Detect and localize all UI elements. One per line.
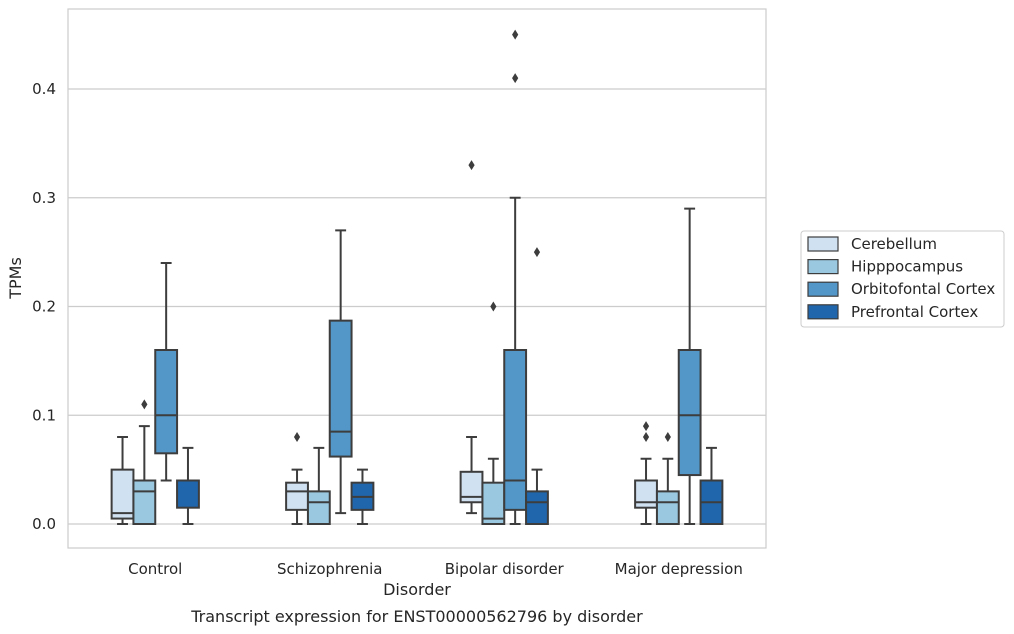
- box-body: [176, 479, 200, 509]
- legend-swatch: [807, 259, 839, 275]
- box-group: [459, 160, 484, 515]
- legend-swatch: [807, 236, 839, 252]
- legend: Cerebellum Hipppocampus Orbitofontal Corte…: [800, 230, 1005, 328]
- y-tick-label: 0.2: [32, 298, 56, 316]
- y-tick-labels: 0.0 0.1 0.2 0.3 0.4: [32, 80, 56, 533]
- outlier-point: [468, 160, 475, 171]
- outlier-point: [664, 432, 671, 442]
- x-axis-label: Disorder: [383, 580, 451, 599]
- y-tick-label: 0.1: [32, 406, 56, 424]
- x-tick-labels: Control Schizophrenia Bipolar disorder Majo…: [128, 560, 743, 578]
- outlier-point: [642, 432, 650, 442]
- x-tick-label: Major depression: [615, 560, 743, 578]
- box-body: [503, 349, 528, 511]
- legend-label: Hipppocampus: [851, 258, 963, 276]
- outlier-point: [642, 421, 650, 432]
- box-body: [132, 479, 157, 525]
- box-body: [306, 490, 331, 525]
- box-group: [110, 436, 135, 525]
- box-group: [634, 421, 658, 525]
- legend-frame: [800, 230, 1005, 328]
- box-body: [677, 349, 702, 477]
- box-group: [154, 262, 179, 482]
- y-tick-label: 0.0: [32, 515, 56, 533]
- box-group: [655, 432, 680, 525]
- outlier-point: [512, 73, 519, 84]
- outlier-point: [533, 247, 541, 258]
- box-group: [525, 247, 549, 525]
- box-group: [481, 301, 506, 525]
- box-group: [285, 432, 309, 525]
- box-group: [132, 399, 157, 525]
- y-tick-label: 0.4: [32, 80, 56, 98]
- box-group: [350, 468, 375, 525]
- outlier-point: [490, 301, 497, 312]
- y-gridlines: [68, 88, 766, 525]
- box-body: [154, 349, 179, 455]
- legend-swatch: [807, 304, 839, 320]
- outlier-point: [141, 399, 148, 410]
- x-tick-label: Bipolar disorder: [445, 560, 565, 578]
- legend-label: Cerebellum: [851, 235, 937, 253]
- outlier-point: [293, 432, 301, 442]
- y-axis-label: TPMs: [6, 257, 25, 300]
- box-group: [677, 207, 702, 525]
- box-body: [110, 468, 135, 520]
- legend-label: Prefrontal Cortex: [851, 303, 978, 321]
- box-group: [306, 446, 331, 525]
- box-series: [110, 29, 724, 525]
- legend-label: Orbitofontal Cortex: [851, 280, 995, 298]
- outlier-point: [512, 29, 519, 40]
- box-group: [328, 229, 353, 515]
- box-body: [655, 490, 680, 525]
- plot-area-frame: [67, 8, 767, 549]
- chart-caption: Transcript expression for ENST0000056279…: [190, 607, 643, 626]
- box-group: [699, 446, 724, 525]
- x-tick-label: Schizophrenia: [277, 560, 382, 578]
- box-body: [525, 490, 549, 525]
- y-tick-label: 0.3: [32, 189, 56, 207]
- box-body: [328, 319, 353, 458]
- box-group: [176, 446, 200, 525]
- legend-swatch: [807, 281, 839, 297]
- box-body: [285, 481, 309, 511]
- box-group: [503, 29, 528, 525]
- x-tick-label: Control: [128, 560, 182, 578]
- box-body: [634, 479, 658, 509]
- legend-entries: Cerebellum Hipppocampus Orbitofontal Corte…: [807, 235, 995, 321]
